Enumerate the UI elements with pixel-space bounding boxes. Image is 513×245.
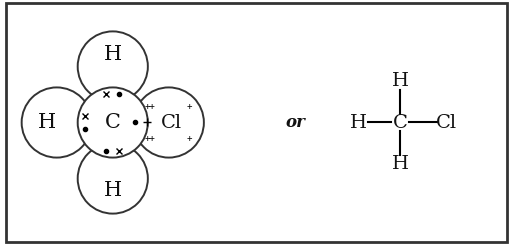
Circle shape — [77, 31, 148, 101]
Text: ++: ++ — [145, 134, 155, 143]
Circle shape — [77, 87, 148, 158]
Text: Cl: Cl — [436, 113, 457, 132]
Text: H: H — [38, 113, 56, 132]
Text: C: C — [393, 113, 408, 132]
Text: H: H — [104, 45, 122, 64]
Text: Cl: Cl — [161, 113, 182, 132]
Circle shape — [77, 144, 148, 214]
Text: H: H — [350, 113, 367, 132]
Text: ++: ++ — [145, 102, 155, 111]
Text: C: C — [105, 113, 121, 132]
Text: H: H — [104, 181, 122, 200]
Text: H: H — [392, 155, 409, 173]
Text: +: + — [187, 134, 192, 143]
Circle shape — [22, 87, 92, 158]
Text: or: or — [286, 114, 305, 131]
Circle shape — [134, 87, 204, 158]
Text: +: + — [187, 102, 192, 111]
Text: H: H — [392, 72, 409, 90]
